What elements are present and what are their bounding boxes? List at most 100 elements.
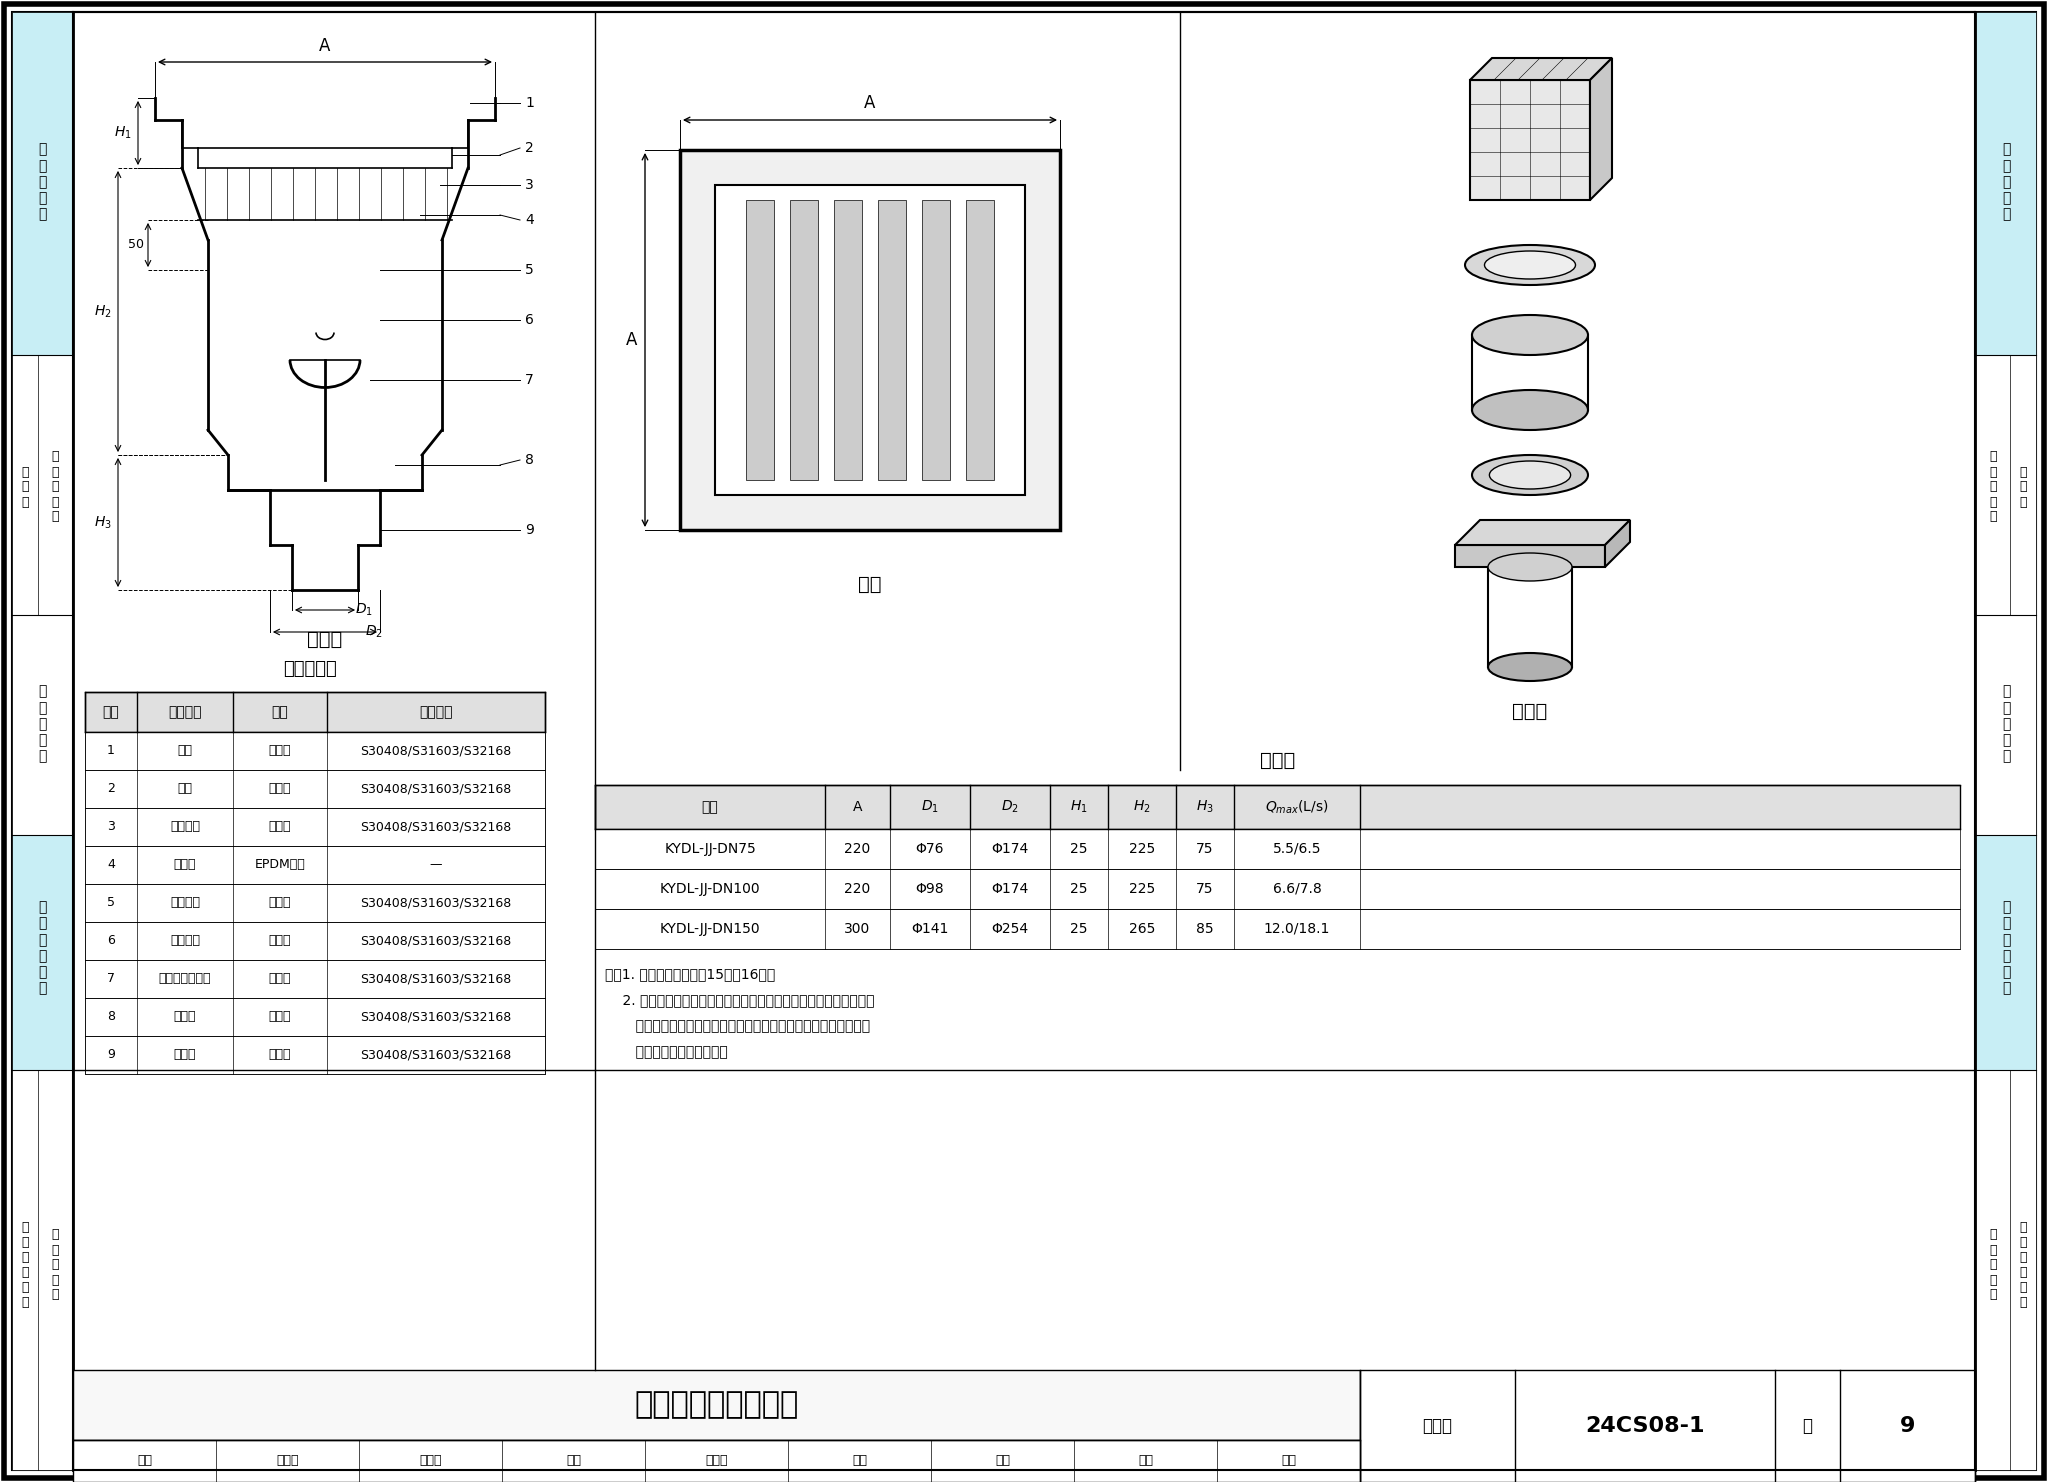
Text: 1: 1 xyxy=(106,744,115,757)
Text: $H_1$: $H_1$ xyxy=(1071,799,1087,815)
Text: 2: 2 xyxy=(524,141,535,156)
Text: 220: 220 xyxy=(844,842,870,857)
Text: S30408/S31603/S32168: S30408/S31603/S32168 xyxy=(360,744,512,757)
Text: $D_2$: $D_2$ xyxy=(365,624,383,640)
Text: 225: 225 xyxy=(1128,842,1155,857)
Polygon shape xyxy=(1454,520,1630,545)
Text: 成
品
不
锈
钢: 成 品 不 锈 钢 xyxy=(1989,451,1997,523)
Text: 肖兵: 肖兵 xyxy=(1280,1454,1296,1467)
Text: 9: 9 xyxy=(106,1048,115,1061)
Text: Φ174: Φ174 xyxy=(991,842,1028,857)
Text: 6.6/7.8: 6.6/7.8 xyxy=(1272,882,1321,897)
Text: 调节脚: 调节脚 xyxy=(174,1011,197,1024)
Text: $H_2$: $H_2$ xyxy=(94,304,113,320)
Text: 8: 8 xyxy=(524,453,535,467)
Bar xyxy=(834,200,862,480)
Bar xyxy=(86,1036,545,1074)
Text: 不锈钢: 不锈钢 xyxy=(268,744,291,757)
Text: 校对: 校对 xyxy=(565,1454,582,1467)
Text: 12.0/18.1: 12.0/18.1 xyxy=(1264,922,1331,937)
Text: 3: 3 xyxy=(524,178,535,193)
Bar xyxy=(1974,1070,2036,1470)
Text: 肖兵: 肖兵 xyxy=(1139,1454,1153,1467)
Text: 滤网: 滤网 xyxy=(178,782,193,796)
Text: $H_1$: $H_1$ xyxy=(115,124,131,141)
Text: A: A xyxy=(625,330,637,348)
Text: S30408/S31603/S32168: S30408/S31603/S32168 xyxy=(360,935,512,947)
Text: 审核: 审核 xyxy=(137,1454,152,1467)
Text: 25: 25 xyxy=(1071,922,1087,937)
Bar xyxy=(86,846,545,883)
Bar xyxy=(791,200,817,480)
Text: —: — xyxy=(430,858,442,871)
Text: 箅子: 箅子 xyxy=(178,744,193,757)
Text: 尺寸表: 尺寸表 xyxy=(1260,751,1294,771)
Text: 排
水
沟: 排 水 沟 xyxy=(20,465,29,508)
Bar xyxy=(12,1070,74,1470)
Text: 220: 220 xyxy=(844,882,870,897)
Text: 页: 页 xyxy=(1802,1417,1812,1435)
Text: A: A xyxy=(864,93,877,113)
Ellipse shape xyxy=(1489,654,1573,682)
Polygon shape xyxy=(1606,520,1630,568)
Text: 沉沙式水封设计，适用于有沉淀物，对洁净要求特别高的场所，: 沉沙式水封设计，适用于有沉淀物，对洁净要求特别高的场所， xyxy=(604,1020,870,1033)
Text: 5: 5 xyxy=(106,897,115,910)
Bar xyxy=(74,1369,1360,1441)
Bar xyxy=(680,150,1061,531)
Text: KYDL-JJ-DN150: KYDL-JJ-DN150 xyxy=(659,922,760,937)
Text: 1: 1 xyxy=(524,96,535,110)
Text: 75: 75 xyxy=(1196,882,1214,897)
Text: A: A xyxy=(852,800,862,814)
Ellipse shape xyxy=(1473,455,1587,495)
Text: $H_3$: $H_3$ xyxy=(94,514,113,531)
Text: 25: 25 xyxy=(1071,842,1087,857)
Bar xyxy=(86,960,545,997)
Text: 8: 8 xyxy=(106,1011,115,1024)
Text: 25: 25 xyxy=(1071,882,1087,897)
Polygon shape xyxy=(1470,58,1612,80)
Text: 不锈钢: 不锈钢 xyxy=(268,1011,291,1024)
Text: 4: 4 xyxy=(524,213,535,227)
Text: 3: 3 xyxy=(106,821,115,833)
Bar xyxy=(74,1441,1360,1482)
Text: 洁净系列地漏构造图: 洁净系列地漏构造图 xyxy=(635,1390,799,1420)
Text: 箅子: 箅子 xyxy=(858,575,883,594)
Text: 数字代号: 数字代号 xyxy=(420,705,453,719)
Text: 材质: 材质 xyxy=(272,705,289,719)
Bar xyxy=(86,883,545,922)
Text: 盖帽螺母: 盖帽螺母 xyxy=(170,935,201,947)
Text: 不
锈
钢
地
漏: 不 锈 钢 地 漏 xyxy=(2001,142,2011,221)
Text: A: A xyxy=(319,37,330,55)
Text: 内六角平头螺丝: 内六角平头螺丝 xyxy=(160,972,211,986)
Ellipse shape xyxy=(1473,316,1587,356)
Bar xyxy=(596,785,1960,828)
Text: 排
水
沟
集
地
成: 排 水 沟 集 地 成 xyxy=(2019,1221,2028,1309)
Text: 不
锈
钢
清
扫
口: 不 锈 钢 清 扫 口 xyxy=(37,901,47,996)
Text: 2. 本产品为洁净系列地漏，采用耐酸碱、耐腐蚀、耐高温密封圈，: 2. 本产品为洁净系列地漏，采用耐酸碱、耐腐蚀、耐高温密封圈， xyxy=(604,993,874,1006)
Text: 图集号: 图集号 xyxy=(1423,1417,1452,1435)
Text: 9: 9 xyxy=(524,523,535,536)
Text: 设计: 设计 xyxy=(995,1454,1010,1467)
Text: 4: 4 xyxy=(106,858,115,871)
Text: S30408/S31603/S32168: S30408/S31603/S32168 xyxy=(360,782,512,796)
Text: 排
水
沟: 排 水 沟 xyxy=(2019,465,2028,508)
Text: S30408/S31603/S32168: S30408/S31603/S32168 xyxy=(360,972,512,986)
Bar xyxy=(879,200,905,480)
Text: KYDL-JJ-DN100: KYDL-JJ-DN100 xyxy=(659,882,760,897)
Bar xyxy=(12,615,74,834)
Bar xyxy=(596,868,1960,908)
Text: S30408/S31603/S32168: S30408/S31603/S32168 xyxy=(360,821,512,833)
Text: 刘小娴: 刘小娴 xyxy=(705,1454,727,1467)
Bar xyxy=(1974,356,2036,615)
Text: 注：1. 本产品安装参见第15页～16页。: 注：1. 本产品安装参见第15页～16页。 xyxy=(604,966,776,981)
Bar xyxy=(86,997,545,1036)
Bar xyxy=(1974,834,2036,1070)
Text: 7: 7 xyxy=(524,373,535,387)
Ellipse shape xyxy=(1489,461,1571,489)
Text: $H_2$: $H_2$ xyxy=(1133,799,1151,815)
Ellipse shape xyxy=(1489,553,1573,581)
Text: 不锈钢: 不锈钢 xyxy=(268,821,291,833)
Polygon shape xyxy=(1589,58,1612,200)
Text: Φ174: Φ174 xyxy=(991,882,1028,897)
Text: 水封组件: 水封组件 xyxy=(170,897,201,910)
